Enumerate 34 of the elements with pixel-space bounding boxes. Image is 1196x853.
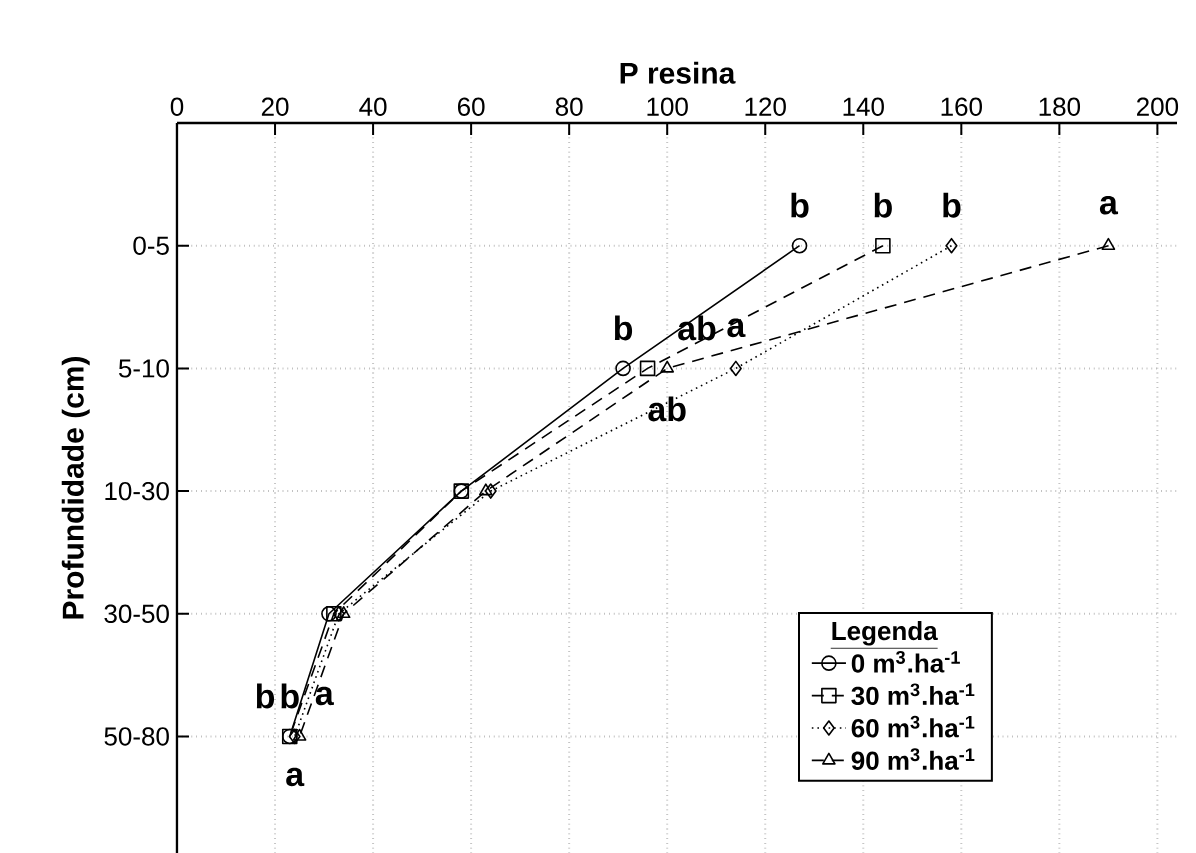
x-tick-label: 200 [1137, 97, 1179, 116]
annotation: a [727, 318, 746, 338]
y-tick-label: 5-10 [118, 359, 169, 378]
legend-label: 30 m$^{3}$.ha$^{-1}$ [851, 683, 975, 706]
annotation: b [281, 683, 299, 709]
legend-label: 60 m$^{3}$.ha$^{-1}$ [851, 715, 975, 738]
annotation: a [1099, 195, 1119, 215]
y-tick-label: 0-5 [133, 236, 169, 255]
legend-label: 0 m$^{3}$.ha$^{-1}$ [851, 650, 960, 673]
annotation: b [614, 315, 633, 341]
annotation: b [874, 192, 892, 218]
x-tick-label: 20 [261, 97, 289, 116]
x-tick-label: 160 [941, 97, 982, 116]
y-tick-label: 30-50 [104, 604, 169, 623]
x-tick-label: 140 [843, 97, 884, 116]
x-tick-label: 60 [457, 97, 485, 116]
annotation: a [286, 767, 305, 787]
annotation: a [315, 686, 334, 706]
x-tick-label: 40 [359, 97, 387, 116]
x-tick-label: 100 [647, 97, 688, 116]
y-axis-title: Profundidade (cm) [61, 357, 90, 619]
annotation: b [943, 192, 961, 218]
x-tick-label: 180 [1039, 97, 1081, 116]
annotation: b [791, 192, 809, 218]
x-tick-label: 120 [745, 97, 786, 116]
legend-label: 90 m$^{3}$.ha$^{-1}$ [851, 748, 975, 770]
x-tick-label: 0 [170, 97, 184, 116]
annotation: ab [648, 396, 686, 422]
x-tick-label: 80 [555, 97, 583, 116]
y-tick-label: 10-30 [105, 481, 169, 501]
annotation: b [256, 683, 275, 709]
x-axis-title: P resina [620, 61, 736, 84]
legend-title: Legenda [832, 621, 938, 646]
y-tick-label: 50-80 [104, 727, 169, 746]
